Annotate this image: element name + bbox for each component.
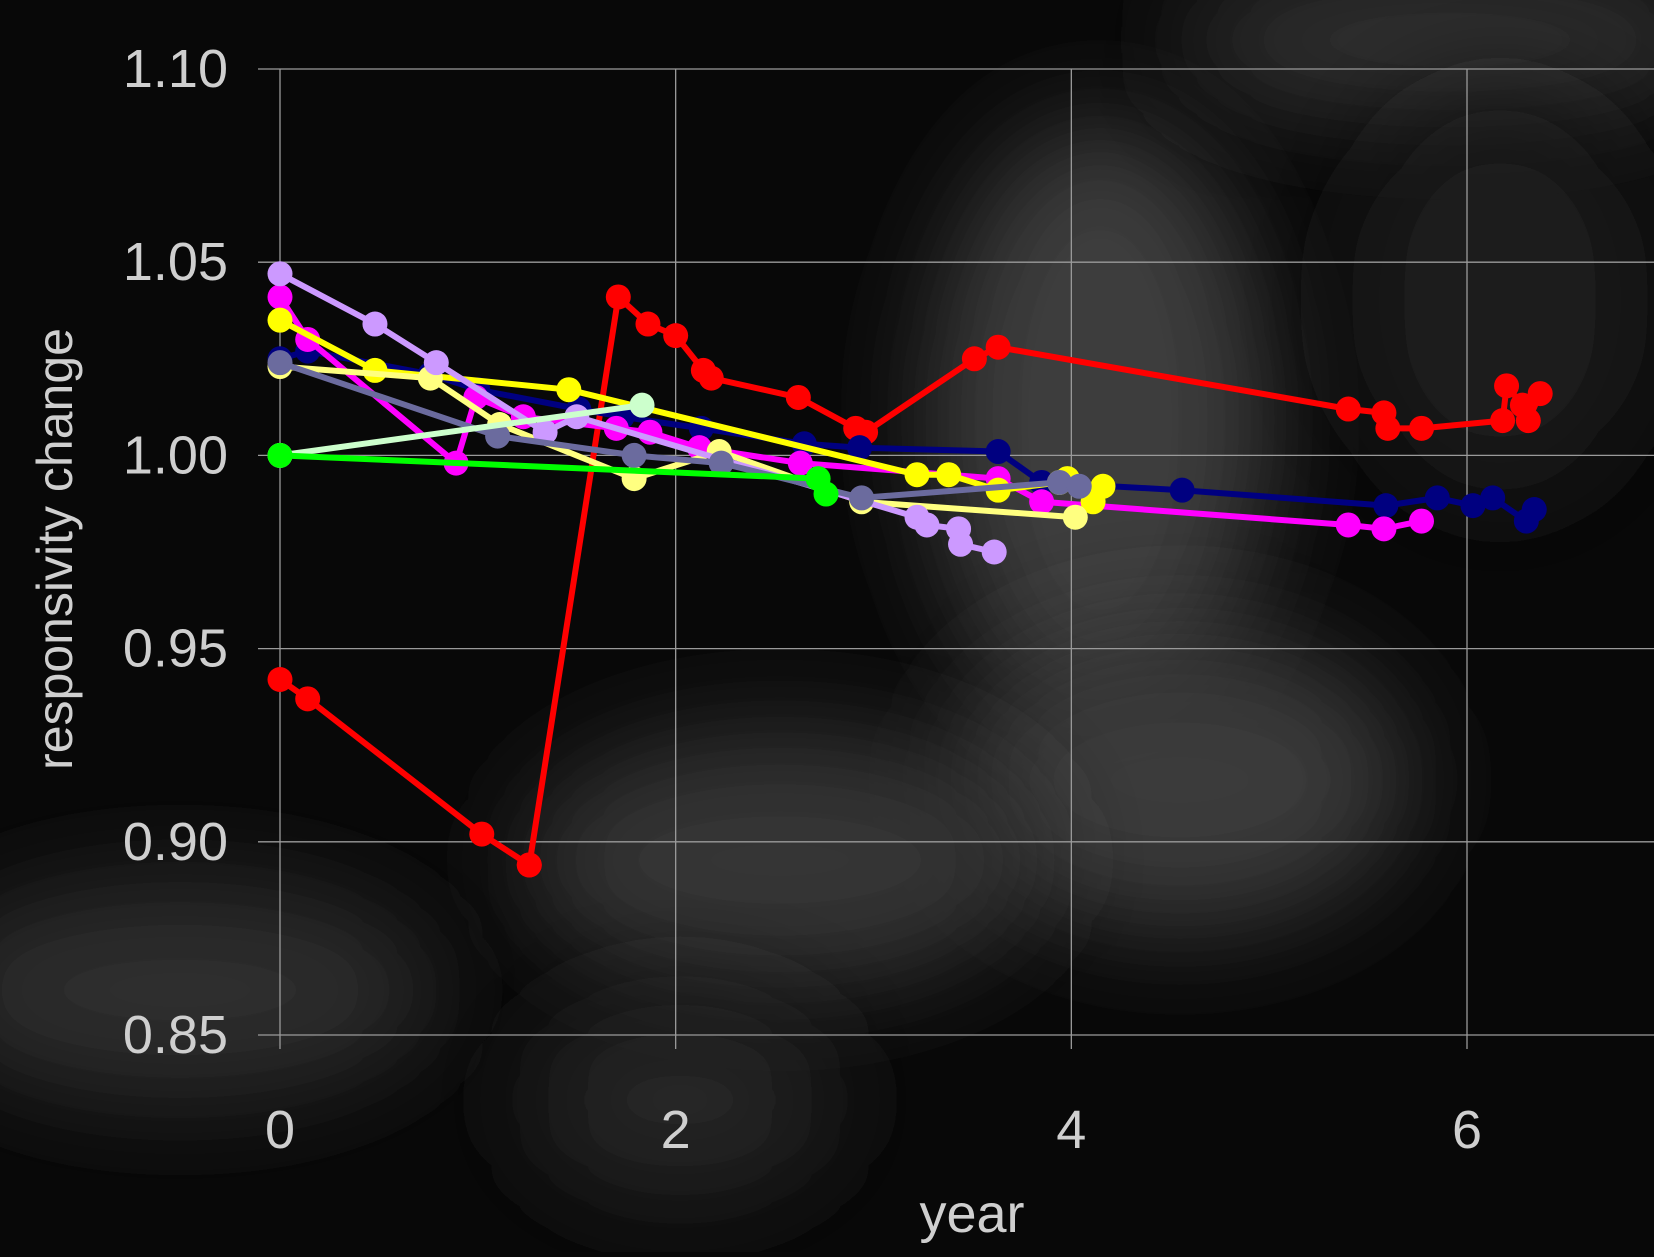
data-point	[1490, 408, 1516, 434]
y-tick-label: 1.10	[123, 39, 228, 99]
data-point	[904, 462, 930, 488]
data-point	[267, 350, 293, 376]
grid	[258, 68, 1654, 1049]
background-shape	[0, 880, 440, 1100]
data-point	[1371, 516, 1397, 542]
data-point	[1460, 493, 1486, 519]
data-point	[605, 284, 631, 310]
data-point	[423, 350, 449, 376]
data-point	[1480, 485, 1506, 511]
background-shape	[950, 630, 1410, 930]
data-point	[1494, 373, 1520, 399]
series-10	[267, 442, 839, 507]
data-point	[1408, 508, 1434, 534]
data-point	[847, 435, 873, 461]
data-point	[1515, 408, 1541, 434]
data-point	[556, 377, 582, 403]
x-tick-label: 2	[661, 1100, 691, 1160]
data-point	[936, 462, 962, 488]
series-line	[279, 402, 643, 459]
data-point	[708, 450, 734, 476]
data-point	[469, 821, 495, 847]
data-point	[1046, 469, 1072, 495]
x-tick-label: 6	[1452, 1100, 1482, 1160]
tick-labels: 0.85 0.90 0.95 1.00 1.05 1.10 0 2 4 6	[123, 39, 1482, 1160]
data-point	[485, 423, 511, 449]
data-point	[295, 686, 321, 712]
x-tick-label: 0	[265, 1100, 295, 1160]
data-point	[1029, 489, 1055, 515]
data-point	[948, 531, 974, 557]
data-point	[785, 384, 811, 410]
data-point	[629, 392, 655, 418]
data-point	[1375, 415, 1401, 441]
data-point	[635, 311, 661, 337]
data-point	[1062, 504, 1088, 530]
y-tick-label: 0.90	[123, 812, 228, 872]
data-point	[1521, 496, 1547, 522]
series-line	[278, 677, 531, 868]
data-point	[813, 481, 839, 507]
data-point	[787, 450, 813, 476]
data-point	[516, 852, 542, 878]
data-point	[914, 512, 940, 538]
data-point	[1335, 396, 1361, 422]
y-tick-label: 1.00	[123, 425, 228, 485]
background-shape	[930, 120, 1270, 720]
data-point	[1066, 473, 1092, 499]
data-point	[1169, 477, 1195, 503]
series-8	[267, 350, 1092, 511]
x-axis-label: year	[919, 1184, 1024, 1244]
series-5	[267, 307, 1116, 515]
y-tick-label: 0.85	[123, 1005, 228, 1065]
data-point	[1424, 485, 1450, 511]
y-tick-label: 1.05	[123, 232, 228, 292]
y-tick-label: 0.95	[123, 619, 228, 679]
data-point	[267, 261, 293, 287]
data-point	[362, 311, 388, 337]
data-point	[849, 485, 875, 511]
data-point	[985, 334, 1011, 360]
data-point	[961, 346, 987, 372]
data-point	[698, 365, 724, 391]
data-point	[1090, 473, 1116, 499]
data-point	[1335, 512, 1361, 538]
background-shape	[520, 730, 1040, 990]
series-layer	[267, 261, 1553, 878]
data-point	[267, 284, 293, 310]
data-point	[981, 539, 1007, 565]
data-point	[267, 307, 293, 333]
data-point	[663, 323, 689, 349]
data-point	[985, 439, 1011, 465]
data-point	[1527, 381, 1553, 407]
data-point	[1408, 415, 1434, 441]
series-2	[516, 284, 1553, 878]
data-point	[621, 442, 647, 468]
background-shape	[1170, 0, 1654, 120]
data-point	[267, 667, 293, 693]
data-point	[532, 419, 558, 445]
background-shape	[1350, 100, 1650, 500]
y-axis-label: responsivity change	[27, 328, 83, 770]
data-point	[267, 442, 293, 468]
data-point	[1373, 493, 1399, 519]
background-shape	[520, 1000, 840, 1200]
x-tick-label: 4	[1056, 1100, 1086, 1160]
